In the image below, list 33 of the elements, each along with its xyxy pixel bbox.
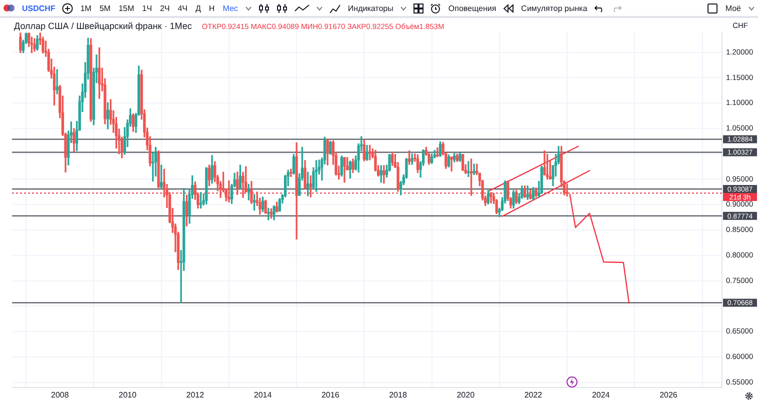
text: 15М [118,4,134,12]
text: USDCHF [22,4,56,12]
x-tick-label: 2022 [524,390,543,400]
candlestick [290,168,292,178]
x-tick-label: 2012 [186,390,205,400]
text: 1Ч [142,4,152,12]
candlestick [467,161,470,178]
text: Симулятор рынка [521,4,588,12]
x-tick-label: 2016 [321,390,340,400]
candlestick [56,69,58,94]
text: Индикаторы [348,4,394,12]
text: Моё [725,4,741,12]
text: 4Ч [178,4,188,12]
x-tick-label: 2008 [51,390,70,400]
candlestick [228,180,230,202]
candlestick [436,147,439,158]
candlestick [472,164,476,175]
text: 1М [80,4,92,12]
text: 5М [99,4,111,12]
x-tick-label: 2024 [592,390,610,400]
candlestick [566,184,568,196]
x-tick-label: 2018 [389,390,408,400]
candlestick [450,156,453,172]
x-tick-label: 2010 [118,390,137,400]
x-tick-label: 2026 [660,390,678,400]
text: 2Ч [160,4,170,12]
text: Д [196,4,201,12]
text: Н [208,4,215,12]
text: Мес [222,4,238,12]
x-tick-label: 2020 [456,390,476,400]
chart-title: Доллар США / Швейцарский франк · 1Мес [14,21,192,31]
text: Оповещения [448,4,496,12]
x-tick-label: 2014 [254,390,272,400]
